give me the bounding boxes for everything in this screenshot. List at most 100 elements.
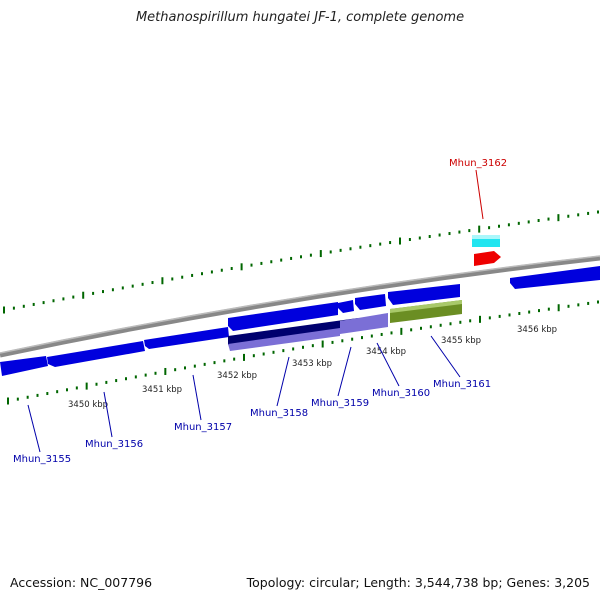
gene-label[interactable]: Mhun_3161: [433, 379, 491, 390]
tick-mark: [250, 263, 253, 267]
feature-bars: [228, 300, 462, 351]
gene-arrow[interactable]: [0, 356, 48, 376]
tick-mark: [164, 367, 167, 375]
gene-arrow[interactable]: [228, 302, 338, 331]
gene-label[interactable]: Mhun_3160: [372, 388, 430, 399]
tick-mark: [537, 219, 540, 223]
tick-mark: [240, 263, 243, 271]
highlighted-gene: [472, 235, 501, 266]
lower-tick-track: [7, 300, 599, 405]
tick-mark: [270, 260, 273, 264]
gene-arrow[interactable]: [338, 300, 354, 313]
tick-mark: [141, 282, 144, 286]
tick-mark: [272, 350, 275, 354]
tick-mark: [193, 364, 196, 368]
feature-bar-light: [340, 313, 388, 334]
gene-arrow[interactable]: [388, 284, 460, 305]
kbp-label: 3451 kbp: [142, 385, 182, 395]
tick-mark: [220, 268, 223, 272]
tick-mark: [16, 397, 19, 401]
callout-line: [430, 335, 461, 378]
tick-mark: [252, 354, 255, 358]
gene-arrows: [0, 266, 600, 376]
tick-mark: [203, 362, 206, 366]
tick-mark: [52, 299, 55, 303]
tick-mark: [418, 236, 421, 240]
kbp-labels: 3450 kbp 3451 kbp 3452 kbp 3453 kbp 3454 kbp…: [68, 325, 557, 410]
tick-mark: [72, 295, 75, 299]
tick-mark: [26, 395, 29, 399]
tick-mark: [22, 304, 25, 308]
tick-mark: [32, 302, 35, 306]
gene-label[interactable]: Mhun_3155: [13, 454, 71, 465]
tick-mark: [184, 366, 186, 370]
gene-callout-lines: [27, 169, 484, 453]
gene-label[interactable]: Mhun_3157: [174, 422, 232, 433]
gene-label[interactable]: Mhun_3156: [85, 439, 143, 450]
tick-mark: [161, 277, 164, 285]
tick-mark: [380, 332, 383, 336]
gene-arrow[interactable]: [47, 341, 145, 367]
gene-arrow[interactable]: [144, 327, 229, 349]
upper-tick-track: [3, 210, 599, 314]
tick-mark: [3, 306, 5, 314]
tick-mark: [459, 320, 462, 324]
gene-label[interactable]: Mhun_3159: [311, 398, 369, 409]
tick-mark: [82, 291, 85, 299]
tick-mark: [370, 334, 373, 338]
tick-mark: [75, 386, 78, 390]
gene-arrow-highlighted[interactable]: [474, 251, 501, 266]
gene-arrow[interactable]: [355, 294, 386, 310]
tick-mark: [390, 331, 393, 335]
tick-mark: [290, 256, 293, 260]
callout-line: [376, 342, 400, 387]
tick-mark: [597, 300, 599, 304]
tick-mark: [302, 345, 304, 349]
tick-mark: [201, 272, 203, 276]
tick-mark: [121, 286, 124, 290]
tick-mark: [538, 309, 540, 313]
tick-mark: [262, 352, 265, 356]
tick-mark: [102, 290, 104, 294]
tick-mark: [577, 213, 580, 217]
genome-backbone-highlight: [0, 255, 600, 354]
tick-mark: [134, 375, 137, 379]
tick-mark: [341, 339, 344, 343]
tick-mark: [144, 373, 147, 377]
tick-mark: [243, 353, 245, 361]
callout-line: [192, 374, 202, 421]
tick-mark: [577, 303, 580, 307]
tick-mark: [488, 226, 491, 230]
genome-backbone: [0, 255, 600, 358]
tick-mark: [349, 247, 352, 251]
tick-mark: [319, 250, 322, 258]
tick-mark: [468, 229, 471, 233]
tick-mark: [230, 267, 233, 271]
tick-mark: [567, 214, 570, 218]
genome-title: Methanospirillum hungatei JF-1, complete…: [135, 10, 465, 25]
kbp-label: 3454 kbp: [366, 347, 406, 357]
tick-mark: [36, 393, 39, 397]
feature-bar-green-highlight: [390, 300, 462, 313]
tick-mark: [92, 291, 95, 295]
gene-label[interactable]: Mhun_3158: [250, 408, 308, 419]
callout-line: [475, 169, 484, 220]
tick-mark: [292, 347, 295, 351]
tick-mark: [400, 327, 403, 335]
callout-line: [337, 346, 352, 397]
tick-mark: [46, 392, 49, 396]
gene-label[interactable]: Mhun_3162: [449, 158, 507, 169]
tick-mark: [479, 315, 481, 323]
tick-mark: [528, 310, 531, 314]
kbp-label: 3453 kbp: [292, 359, 332, 369]
tick-mark: [115, 379, 118, 383]
tick-mark: [125, 377, 127, 381]
gene-arrow[interactable]: [510, 266, 600, 289]
tick-mark: [339, 248, 342, 252]
callout-line: [103, 391, 113, 438]
tick-mark: [321, 340, 324, 348]
tick-mark: [448, 232, 451, 236]
callout-line: [276, 356, 290, 407]
